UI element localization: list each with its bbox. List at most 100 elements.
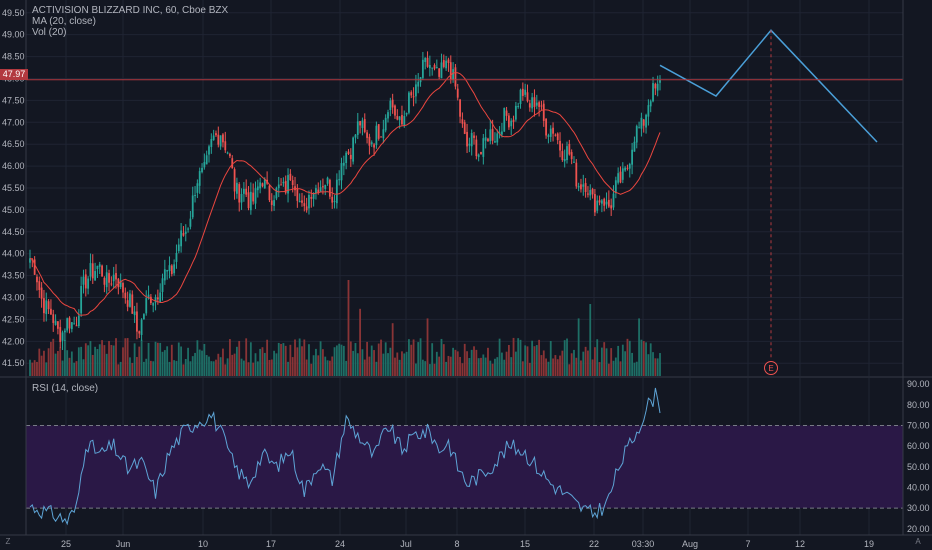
timezone-toggle[interactable]: Z <box>5 537 11 546</box>
candle-body <box>633 141 636 152</box>
volume-bar <box>147 342 150 376</box>
candle-body <box>296 188 299 201</box>
candle-body <box>489 129 492 142</box>
volume-bar <box>415 363 417 376</box>
volume-bar <box>656 358 659 376</box>
volume-bar <box>242 360 245 376</box>
time-tick-label: 7 <box>745 539 750 549</box>
volume-bar <box>401 351 403 376</box>
volume-bar <box>573 349 575 376</box>
rsi-tick-label: 20.00 <box>907 524 930 534</box>
volume-bar <box>217 353 220 376</box>
volume-bar <box>352 350 355 376</box>
volume-bar <box>582 351 585 376</box>
candle-body <box>259 182 262 189</box>
candle-body <box>50 308 52 315</box>
candle-body <box>391 99 394 108</box>
volume-bar <box>73 362 76 376</box>
candle-body <box>438 68 441 77</box>
candle-body <box>322 186 324 188</box>
candle-body <box>540 105 543 107</box>
volume-bar <box>189 361 192 376</box>
volume-bar <box>642 341 645 376</box>
candle-body <box>480 151 482 155</box>
candle-body <box>222 134 224 143</box>
volume-bar <box>410 344 413 376</box>
candle-body <box>215 133 217 136</box>
rsi-legend[interactable]: RSI (14, close) <box>32 383 99 394</box>
volume-bar <box>549 340 552 376</box>
candle-body <box>101 265 103 277</box>
candle-body <box>136 311 138 332</box>
candle-body <box>617 173 620 183</box>
price-tick-label: 47.50 <box>2 95 25 105</box>
rsi-axis-ticks[interactable]: 90.00 80.00 70.00 60.00 50.00 40.00 30.00 20.00 <box>907 379 930 534</box>
volume-bar <box>633 362 636 376</box>
candle-body <box>87 278 90 289</box>
volume-bar <box>70 351 73 376</box>
candle-body <box>459 99 461 117</box>
auto-scale-toggle[interactable]: A <box>915 537 921 546</box>
candle-body <box>161 278 164 292</box>
volume-bar <box>600 347 603 376</box>
time-tick-label: 17 <box>266 539 276 549</box>
volume-bar <box>484 357 487 376</box>
volume-bar <box>161 351 164 376</box>
volume-bar <box>380 339 382 376</box>
volume-bar <box>631 352 634 376</box>
candle-body <box>287 175 289 194</box>
volume-bar <box>533 346 536 376</box>
candle-body <box>284 181 287 193</box>
candle-body <box>324 184 327 189</box>
candle-body <box>570 152 573 160</box>
time-tick-label: 15 <box>520 539 530 549</box>
volume-bar <box>575 357 578 376</box>
earnings-marker[interactable]: E <box>764 30 778 375</box>
price-tick-label: 42.00 <box>2 336 25 346</box>
candle-body <box>535 102 538 106</box>
volume-bar <box>338 343 341 376</box>
candle-body <box>589 190 592 196</box>
volume-bar <box>459 356 461 376</box>
candle-body <box>538 102 541 107</box>
volume-bar <box>610 348 613 376</box>
candle-body <box>531 97 534 109</box>
candle-body <box>482 138 485 157</box>
volume-bar <box>589 304 592 376</box>
candle-body <box>152 302 155 306</box>
candle-body <box>426 57 429 67</box>
volume-bar <box>247 362 250 376</box>
volume-bar <box>535 345 538 376</box>
volume-bar <box>38 348 41 376</box>
candle-body <box>373 144 375 148</box>
volume-legend[interactable]: Vol (20) <box>32 27 67 38</box>
price-tick-label: 49.50 <box>2 8 25 18</box>
candle-body <box>273 200 275 206</box>
candle-body <box>261 183 264 187</box>
candle-body <box>122 282 124 293</box>
time-tick-label: Jul <box>400 539 412 549</box>
candle-body <box>156 297 159 300</box>
candle-body <box>289 173 292 180</box>
volume-bar <box>468 358 471 376</box>
candle-body <box>245 188 248 195</box>
volume-bar <box>359 308 362 376</box>
volume-bar <box>603 342 606 376</box>
volume-bar <box>524 345 527 376</box>
volume-bar <box>105 353 108 376</box>
candle-body <box>233 169 236 192</box>
volume-bar <box>335 345 338 376</box>
symbol-title[interactable]: ACTIVISION BLIZZARD INC, 60, Cboe BZX <box>32 5 229 16</box>
volume-bar <box>215 359 217 376</box>
candle-body <box>163 269 166 281</box>
time-axis-ticks[interactable]: 25 Jun 10 17 24 Jul 8 15 22 03:30 Aug 7 12 19 <box>61 539 874 549</box>
candle-body <box>205 155 208 165</box>
price-axis-ticks[interactable]: 49.5049.0048.5048.0047.5047.0046.5046.00… <box>2 8 25 368</box>
rsi-tick-label: 60.00 <box>907 441 930 451</box>
volume-bar <box>366 341 368 376</box>
candle-body <box>89 263 92 277</box>
candle-body <box>61 332 64 341</box>
volume-bar <box>538 339 541 376</box>
ma-legend[interactable]: MA (20, close) <box>32 16 96 27</box>
